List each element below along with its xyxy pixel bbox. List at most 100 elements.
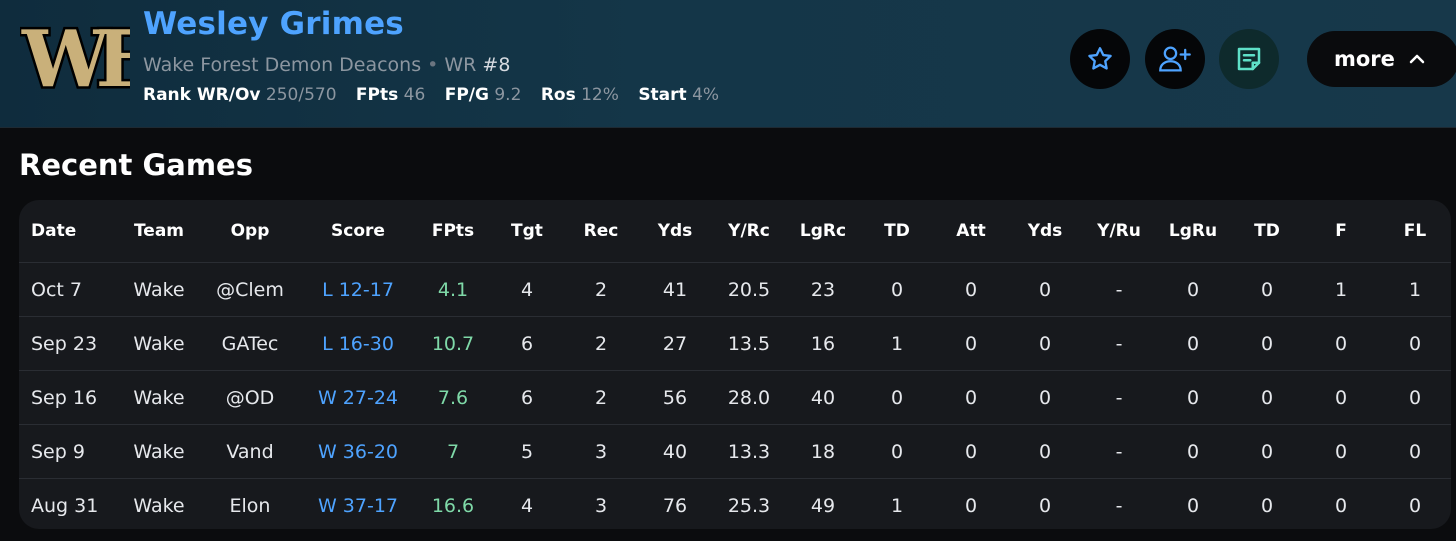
- table-cell: 0: [929, 424, 1013, 479]
- table-cell: 0: [1013, 316, 1077, 371]
- table-row: Oct 7 Wake @Clem L 12-17 4.1 4 2 41 20.5 23 0 0 0-0 0…: [19, 262, 1451, 317]
- table-cell: 3: [569, 478, 633, 529]
- column-header[interactable]: FPts: [431, 221, 475, 241]
- table-cell: 2: [569, 370, 633, 425]
- table-cell: 0: [1309, 424, 1373, 479]
- table-cell: Oct 7: [19, 262, 113, 317]
- table-cell: 0: [1225, 478, 1309, 529]
- column-header[interactable]: TD: [1254, 221, 1280, 241]
- table-cell[interactable]: L 16-30: [295, 316, 421, 371]
- table-cell: 1: [865, 478, 929, 529]
- table-cell: Wake: [113, 424, 205, 479]
- table-cell: 28.0: [717, 370, 781, 425]
- table-cell: 0: [1225, 262, 1309, 317]
- column-header[interactable]: LgRu: [1168, 221, 1218, 241]
- column-header[interactable]: F: [1335, 221, 1347, 241]
- table-cell: 0: [1013, 424, 1077, 479]
- team-position-line: Wake Forest Demon Deacons • WR #8: [143, 54, 510, 76]
- column-header[interactable]: LgRc: [799, 221, 847, 241]
- table-cell: 0: [1373, 478, 1451, 529]
- table-body: Oct 7 Wake @Clem L 12-17 4.1 4 2 41 20.5 23 0 0 0-0 0…: [19, 262, 1451, 529]
- column-header[interactable]: Yds: [1027, 221, 1063, 241]
- table-cell: 0: [865, 370, 929, 425]
- column-header[interactable]: Rec: [583, 221, 619, 241]
- svg-text:WF: WF: [21, 18, 130, 98]
- column-header[interactable]: FL: [1403, 221, 1427, 241]
- table-cell: @Clem: [205, 262, 295, 317]
- player-name[interactable]: Wesley Grimes: [143, 6, 404, 42]
- table-cell: 40: [781, 370, 865, 425]
- table-cell: Wake: [113, 478, 205, 529]
- table-cell: Sep 16: [19, 370, 113, 425]
- table-cell: 41: [633, 262, 717, 317]
- table-cell: 49: [781, 478, 865, 529]
- table-cell: 25.3: [717, 478, 781, 529]
- table-cell: Aug 31: [19, 478, 113, 529]
- section-title-recent-games: Recent Games: [19, 148, 253, 182]
- table-cell: 2: [569, 316, 633, 371]
- column-header[interactable]: Score: [331, 221, 385, 241]
- more-button[interactable]: more: [1307, 31, 1456, 87]
- column-header[interactable]: Att: [956, 221, 986, 241]
- table-row: Aug 31 Wake Elon W 37-17 16.6 4 3 76 25.3 49 1 0 0-0…: [19, 478, 1451, 529]
- column-header[interactable]: Yds: [657, 221, 693, 241]
- table-cell: 4: [485, 262, 569, 317]
- star-icon: [1088, 47, 1112, 70]
- table-cell: 3: [569, 424, 633, 479]
- more-label: more: [1334, 47, 1395, 71]
- table-cell: 6: [485, 370, 569, 425]
- table-cell: 0: [1225, 370, 1309, 425]
- table-cell: 40: [633, 424, 717, 479]
- table-cell[interactable]: L 12-17: [295, 262, 421, 317]
- team-name[interactable]: Wake Forest Demon Deacons: [143, 54, 422, 76]
- column-header[interactable]: Opp: [230, 221, 270, 241]
- table-cell[interactable]: W 27-24: [295, 370, 421, 425]
- stat-label-fpg: FP/G: [444, 85, 489, 105]
- table-cell: 16.6: [421, 478, 485, 529]
- player-position: WR: [444, 54, 477, 76]
- column-header[interactable]: Date: [31, 221, 77, 241]
- column-header[interactable]: Y/Rc: [728, 221, 770, 241]
- stat-label-fpts: FPts: [355, 85, 399, 105]
- separator-dot: •: [427, 54, 439, 76]
- table-cell: Vand: [205, 424, 295, 479]
- table-cell: 4.1: [421, 262, 485, 317]
- table-cell: 0: [1373, 424, 1451, 479]
- notes-button[interactable]: [1219, 29, 1279, 89]
- add-user-icon: [1159, 46, 1191, 72]
- table-cell[interactable]: W 36-20: [295, 424, 421, 479]
- table-cell[interactable]: W 37-17: [295, 478, 421, 529]
- table-row: Sep 23 Wake GATec L 16-30 10.7 6 2 27 13.5 16 1 0 0-…: [19, 316, 1451, 371]
- table-cell: -: [1077, 316, 1161, 371]
- table-cell: 27: [633, 316, 717, 371]
- table-cell: 0: [1161, 316, 1225, 371]
- table-cell: -: [1077, 370, 1161, 425]
- add-to-roster-button[interactable]: [1145, 29, 1205, 89]
- table-cell: 0: [929, 316, 1013, 371]
- table-cell: @OD: [205, 370, 295, 425]
- column-header[interactable]: TD: [884, 221, 910, 241]
- stat-value-ros: 12%: [581, 85, 619, 105]
- recent-games-table: Date Team Opp Score FPts Tgt Rec Yds Y/Rc LgRc TD A…: [19, 200, 1451, 529]
- table-cell: 23: [781, 262, 865, 317]
- column-header[interactable]: Tgt: [511, 221, 543, 241]
- table-cell: 0: [929, 262, 1013, 317]
- table-cell: Sep 23: [19, 316, 113, 371]
- column-header[interactable]: Team: [133, 221, 185, 241]
- table-cell: 0: [865, 262, 929, 317]
- table-cell: 0: [1013, 478, 1077, 529]
- table-cell: 0: [1373, 316, 1451, 371]
- table-cell: Wake: [113, 370, 205, 425]
- jersey-number: #8: [482, 54, 511, 76]
- table-cell: 16: [781, 316, 865, 371]
- table-cell: -: [1077, 478, 1161, 529]
- table-row: Sep 9 Wake Vand W 36-20 7 5 3 40 13.3 18 0 0 0-0 0 0 0: [19, 424, 1451, 479]
- table-cell: 7: [421, 424, 485, 479]
- table-cell: 0: [1013, 262, 1077, 317]
- column-header[interactable]: Y/Ru: [1097, 221, 1141, 241]
- stat-value-fpg: 9.2: [494, 85, 522, 105]
- table-cell: 5: [485, 424, 569, 479]
- table-cell: 7.6: [421, 370, 485, 425]
- table-cell: 0: [1225, 424, 1309, 479]
- favorite-button[interactable]: [1070, 29, 1130, 89]
